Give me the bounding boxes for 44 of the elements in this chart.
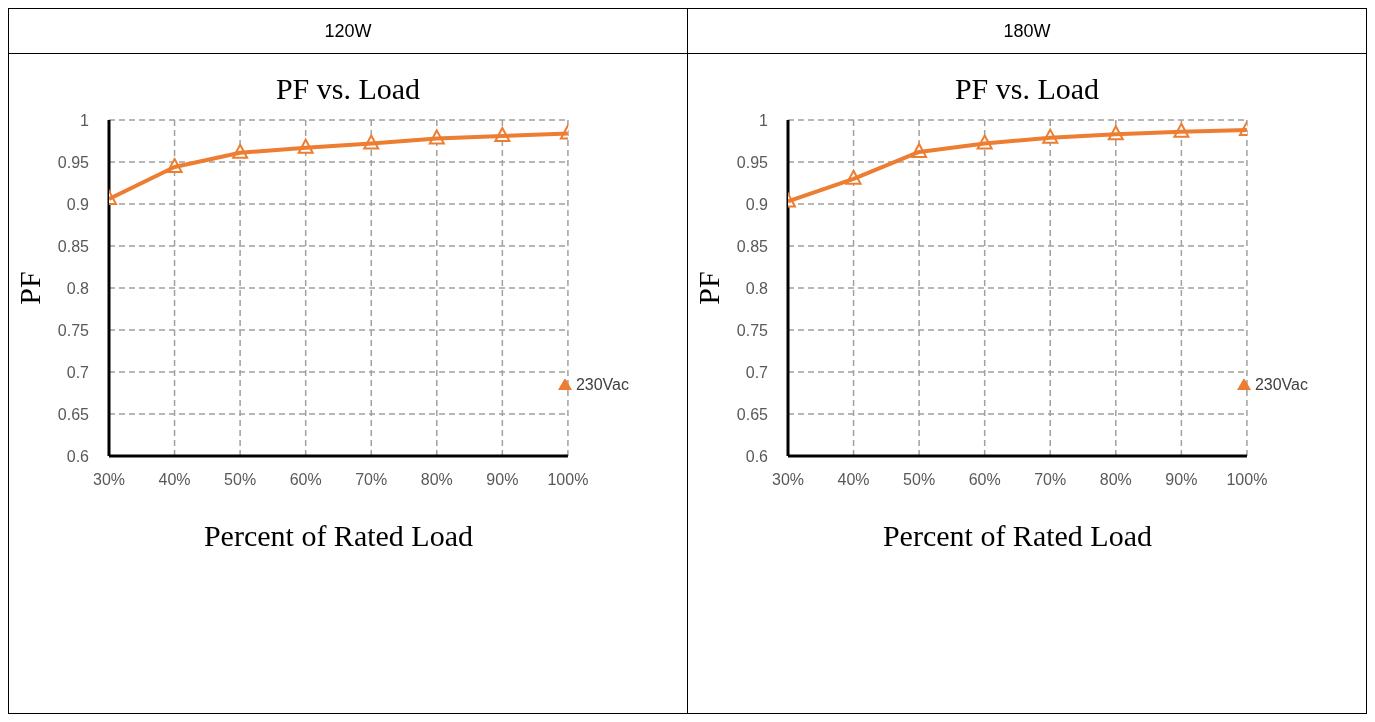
y-tick-label: 1 bbox=[759, 111, 769, 129]
chart-title: 120W bbox=[9, 9, 687, 54]
legend-label: 230Vac bbox=[575, 376, 629, 393]
x-tick-label: 90% bbox=[1165, 471, 1198, 489]
chart-title: 180W bbox=[688, 9, 1366, 54]
chart-subtitle: PF vs. Load bbox=[953, 72, 1101, 106]
x-tick-label: 50% bbox=[224, 471, 257, 489]
y-tick-label: 0.6 bbox=[66, 447, 90, 465]
x-tick-label: 70% bbox=[355, 471, 388, 489]
x-tick-label: 80% bbox=[420, 471, 453, 489]
x-tick-label: 40% bbox=[837, 471, 870, 489]
y-tick-label: 0.95 bbox=[736, 153, 769, 171]
y-tick-label: 0.7 bbox=[66, 363, 90, 381]
y-tick-label: 0.65 bbox=[736, 405, 769, 423]
y-tick-label: 0.9 bbox=[745, 195, 769, 213]
x-tick-label: 100% bbox=[1226, 471, 1268, 489]
y-tick-label: 0.8 bbox=[66, 279, 90, 297]
chart-subtitle: PF vs. Load bbox=[274, 72, 422, 106]
x-tick-label: 70% bbox=[1034, 471, 1067, 489]
x-axis-title: Percent of Rated Load bbox=[882, 519, 1152, 552]
y-tick-label: 0.6 bbox=[745, 447, 769, 465]
y-tick-label: 0.75 bbox=[57, 321, 90, 339]
x-tick-label: 90% bbox=[486, 471, 519, 489]
x-tick-label: 60% bbox=[968, 471, 1001, 489]
x-tick-label: 30% bbox=[771, 471, 805, 489]
y-tick-label: 0.85 bbox=[57, 237, 90, 255]
x-axis-title: Percent of Rated Load bbox=[203, 519, 473, 552]
y-axis-title: PF bbox=[12, 271, 46, 305]
x-tick-label: 50% bbox=[903, 471, 936, 489]
y-tick-label: 0.65 bbox=[57, 405, 90, 423]
y-tick-label: 0.75 bbox=[736, 321, 769, 339]
y-tick-label: 1 bbox=[80, 111, 90, 129]
y-tick-label: 0.8 bbox=[745, 279, 769, 297]
x-tick-label: 30% bbox=[92, 471, 126, 489]
x-tick-label: 80% bbox=[1099, 471, 1132, 489]
y-axis-title: PF bbox=[691, 271, 725, 305]
y-tick-label: 0.9 bbox=[66, 195, 90, 213]
y-tick-label: 0.95 bbox=[57, 153, 90, 171]
x-tick-label: 100% bbox=[547, 471, 589, 489]
legend-label: 230Vac bbox=[1254, 376, 1308, 393]
x-tick-label: 40% bbox=[158, 471, 191, 489]
y-tick-label: 0.7 bbox=[745, 363, 769, 381]
x-tick-label: 60% bbox=[289, 471, 322, 489]
y-tick-label: 0.85 bbox=[736, 237, 769, 255]
